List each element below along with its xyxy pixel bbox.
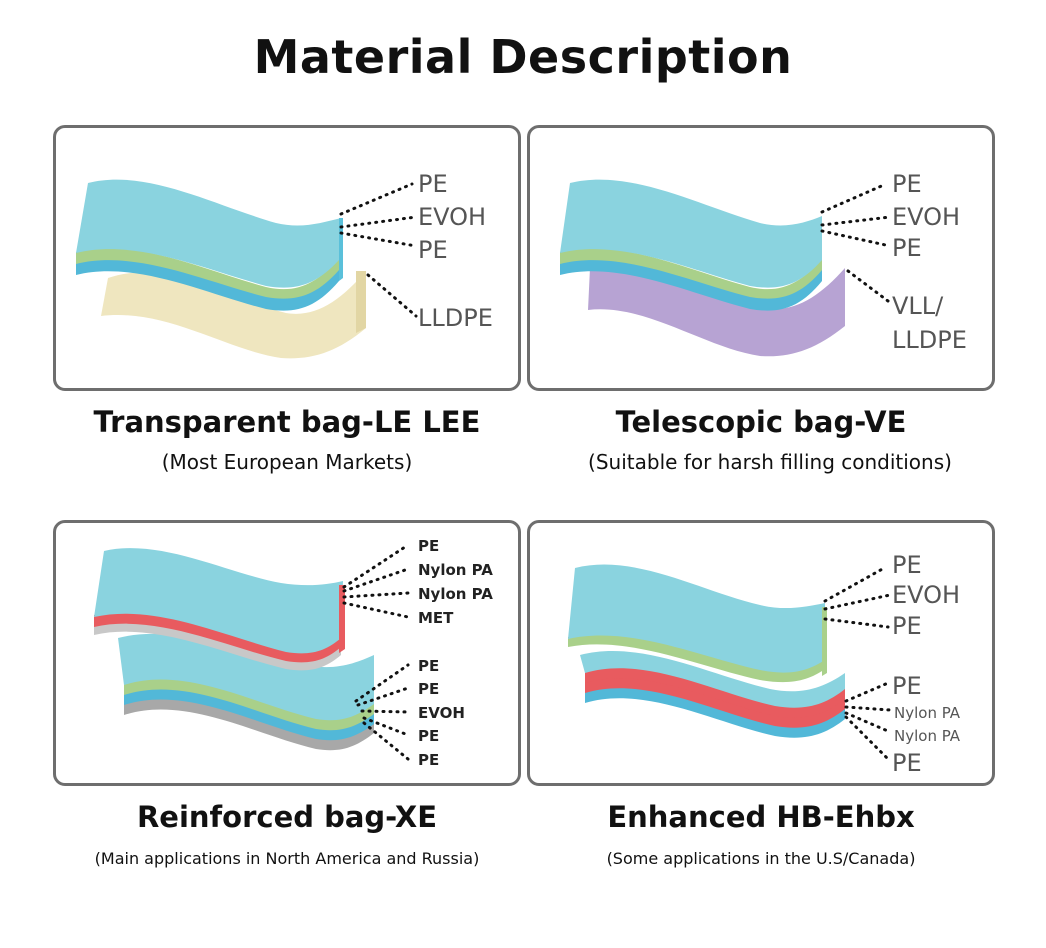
layer-label: PE [418, 236, 448, 264]
layer-label: EVOH [892, 203, 960, 231]
cyan-middle-layer [580, 650, 845, 708]
layer-label: PE [418, 657, 439, 675]
panel-transparent-bag: PE EVOH PE LLDPE [53, 125, 521, 391]
panel-title: Reinforced bag-XE [136, 800, 438, 834]
panel-title: Transparent bag-LE LEE [93, 405, 481, 439]
panel-subtitle: (Some applications in the U.S/Canada) [606, 849, 916, 868]
layer-label: Nylon PA [894, 727, 961, 745]
layer-diagram-enhanced: PE EVOH PE PE Nylon PA Nylon PA PE [568, 551, 961, 777]
panel-title: Telescopic bag-VE [615, 405, 907, 439]
cyan-layer [118, 633, 374, 721]
red-layer-2 [585, 676, 845, 728]
layer-label: PE [418, 537, 439, 555]
layer-label: Nylon PA [894, 704, 961, 722]
layer-label: PE [892, 234, 922, 262]
panel-subtitle: (Suitable for harsh filling conditions) [588, 450, 952, 474]
cyan-top-layer [94, 548, 343, 654]
layer-label: PE [418, 680, 439, 698]
cyan-bottom-layer [560, 257, 822, 311]
panel-telescopic-bag: PE EVOH PE VLL/ LLDPE [527, 125, 995, 391]
layer-label: PE [892, 672, 922, 700]
panel-reinforced-bag: PE Nylon PA Nylon PA MET PE PE EVOH PE P… [53, 520, 521, 786]
layer-label: PE [892, 551, 922, 579]
layer-label: PE [418, 727, 439, 745]
panel-subtitle: (Main applications in North America and … [94, 849, 480, 868]
red-layer-1 [585, 666, 845, 718]
panel-title: Enhanced HB-Ehbx [607, 800, 915, 834]
layer-label: LLDPE [418, 304, 493, 332]
layer-label: Nylon PA [418, 561, 493, 579]
purple-layer [588, 264, 845, 357]
layer-label: EVOH [418, 704, 465, 722]
green-layer [560, 248, 822, 299]
cyan-bottom-layer [585, 686, 845, 738]
cyan-top-layer [76, 179, 341, 288]
layer-label: Nylon PA [418, 585, 493, 603]
cyan-bottom-layer [76, 257, 339, 311]
layer-label: VLL/ [892, 292, 944, 320]
page-title: Material Description [253, 30, 793, 84]
layer-label: EVOH [418, 203, 486, 231]
cream-layer [101, 271, 366, 359]
panel-subtitle: (Most European Markets) [161, 450, 413, 474]
layer-diagram-telescopic: PE EVOH PE VLL/ LLDPE [560, 170, 967, 357]
layer-label: PE [892, 749, 922, 777]
layer-label: PE [892, 612, 922, 640]
layer-label: PE [892, 170, 922, 198]
panel-enhanced-hb: PE EVOH PE PE Nylon PA Nylon PA PE [527, 520, 995, 786]
layer-label: MET [418, 609, 454, 627]
layer-diagram-transparent: PE EVOH PE LLDPE [76, 170, 493, 359]
green-layer [76, 248, 339, 299]
layer-label: EVOH [892, 581, 960, 609]
cyan-top-layer [560, 179, 822, 288]
cyan-top-layer [568, 564, 825, 673]
layer-diagram-reinforced: PE Nylon PA Nylon PA MET PE PE EVOH PE P… [94, 537, 493, 769]
layer-label: PE [418, 170, 448, 198]
layer-label: LLDPE [892, 326, 967, 354]
layer-label: PE [418, 751, 439, 769]
